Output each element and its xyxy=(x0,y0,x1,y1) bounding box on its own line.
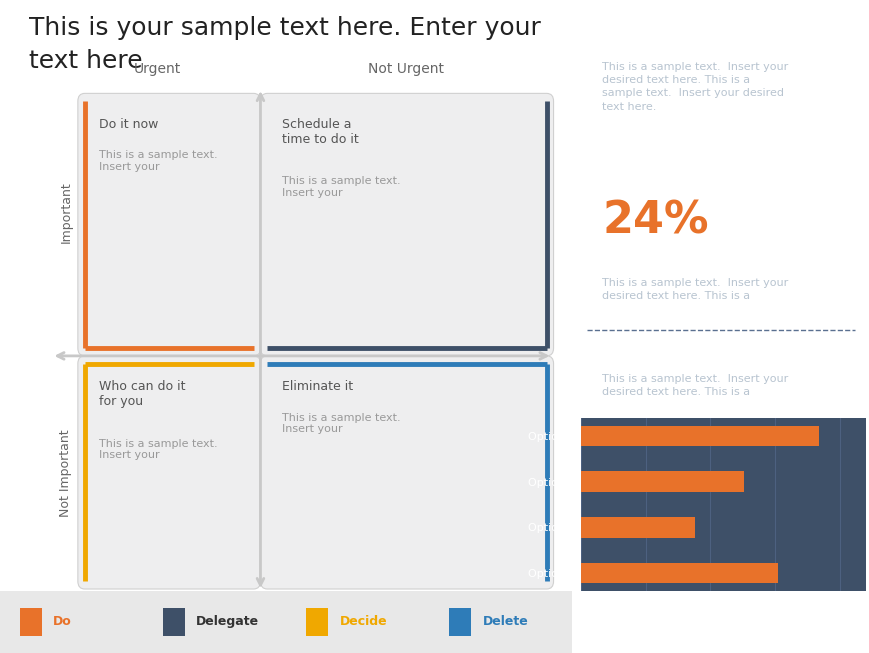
FancyBboxPatch shape xyxy=(449,609,471,636)
Text: Sample text: Sample text xyxy=(601,343,690,358)
Text: Do it now: Do it now xyxy=(99,118,158,131)
Bar xyxy=(580,471,743,492)
Text: Important: Important xyxy=(59,182,72,243)
Text: Not Important: Not Important xyxy=(59,430,72,517)
Text: Not Urgent: Not Urgent xyxy=(368,61,444,76)
Bar xyxy=(580,563,777,583)
Text: This is a sample text.  Insert your
desired text here. This is a
sample text.  I: This is a sample text. Insert your desir… xyxy=(601,62,787,112)
Text: Do: Do xyxy=(53,616,72,628)
Text: This is a sample text.
Insert your: This is a sample text. Insert your xyxy=(282,413,400,434)
FancyBboxPatch shape xyxy=(77,356,260,589)
Text: Schedule a
time to do it: Schedule a time to do it xyxy=(282,118,358,146)
Bar xyxy=(580,426,818,446)
Text: 24%: 24% xyxy=(601,199,708,242)
Bar xyxy=(580,517,694,537)
Text: text here: text here xyxy=(29,49,143,73)
Text: This is a sample text.
Insert your: This is a sample text. Insert your xyxy=(99,439,217,460)
Text: Delete: Delete xyxy=(482,616,527,628)
FancyBboxPatch shape xyxy=(260,356,553,589)
Text: This is a sample text.
Insert your: This is a sample text. Insert your xyxy=(99,150,217,172)
FancyBboxPatch shape xyxy=(77,93,260,356)
FancyBboxPatch shape xyxy=(163,609,185,636)
Text: Eliminate it: Eliminate it xyxy=(282,380,352,393)
Text: Decide: Decide xyxy=(339,616,387,628)
FancyBboxPatch shape xyxy=(306,609,328,636)
Text: This is a sample text.  Insert your
desired text here. This is a: This is a sample text. Insert your desir… xyxy=(601,374,787,397)
Text: This is your sample text here. Enter your: This is your sample text here. Enter you… xyxy=(29,16,540,40)
Text: Urgent: Urgent xyxy=(134,61,181,76)
FancyBboxPatch shape xyxy=(0,591,572,653)
Text: This is a sample text.
Insert your: This is a sample text. Insert your xyxy=(282,176,400,198)
Text: Who can do it
for you: Who can do it for you xyxy=(99,380,185,408)
Text: Delegate: Delegate xyxy=(196,616,259,628)
Text: This is a sample text.  Insert your
desired text here. This is a: This is a sample text. Insert your desir… xyxy=(601,278,787,301)
FancyBboxPatch shape xyxy=(260,93,553,356)
FancyBboxPatch shape xyxy=(20,609,42,636)
Text: Key Priorities: Key Priorities xyxy=(601,29,713,44)
